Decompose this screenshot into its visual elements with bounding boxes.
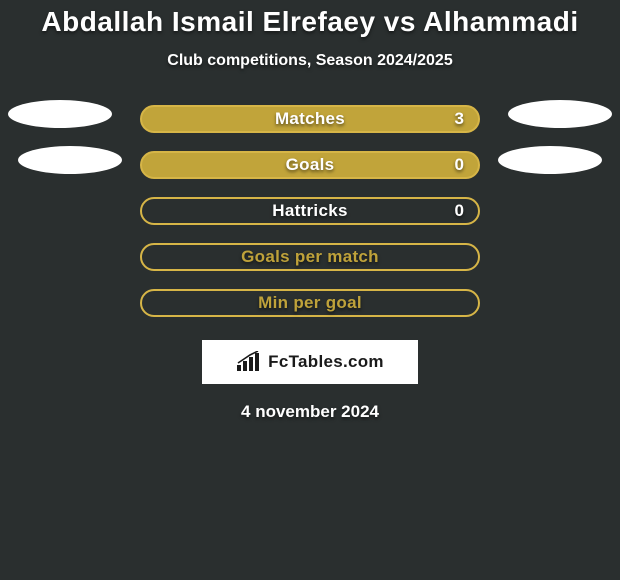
brand-box: FcTables.com [202, 340, 418, 384]
bar-label-matches: Matches [275, 109, 345, 129]
bar-goals-per-match: Goals per match [140, 243, 480, 271]
bar-goals: Goals 0 [140, 151, 480, 179]
date-text: 4 november 2024 [0, 402, 620, 422]
right-ellipse-matches [508, 100, 612, 128]
bar-value-hattricks: 0 [455, 201, 464, 221]
bar-value-matches: 3 [455, 109, 464, 129]
left-ellipse-matches [8, 100, 112, 128]
bar-label-hattricks: Hattricks [272, 201, 347, 221]
row-min-per-goal: Min per goal [0, 280, 620, 326]
bar-min-per-goal: Min per goal [140, 289, 480, 317]
comparison-rows: Matches 3 Goals 0 Hattricks 0 Goals per … [0, 96, 620, 326]
right-ellipse-goals [498, 146, 602, 174]
row-goals: Goals 0 [0, 142, 620, 188]
page-title: Abdallah Ismail Elrefaey vs Alhammadi [0, 0, 620, 38]
bar-hattricks: Hattricks 0 [140, 197, 480, 225]
bar-value-goals: 0 [455, 155, 464, 175]
left-ellipse-goals [18, 146, 122, 174]
bar-label-goals: Goals [286, 155, 335, 175]
row-goals-per-match: Goals per match [0, 234, 620, 280]
row-hattricks: Hattricks 0 [0, 188, 620, 234]
subtitle: Club competitions, Season 2024/2025 [0, 52, 620, 70]
bar-label-gpm: Goals per match [241, 247, 379, 267]
chart-bars-icon [236, 351, 262, 373]
bar-label-mpg: Min per goal [258, 293, 362, 313]
row-matches: Matches 3 [0, 96, 620, 142]
brand-text: FcTables.com [268, 352, 384, 372]
bar-matches: Matches 3 [140, 105, 480, 133]
